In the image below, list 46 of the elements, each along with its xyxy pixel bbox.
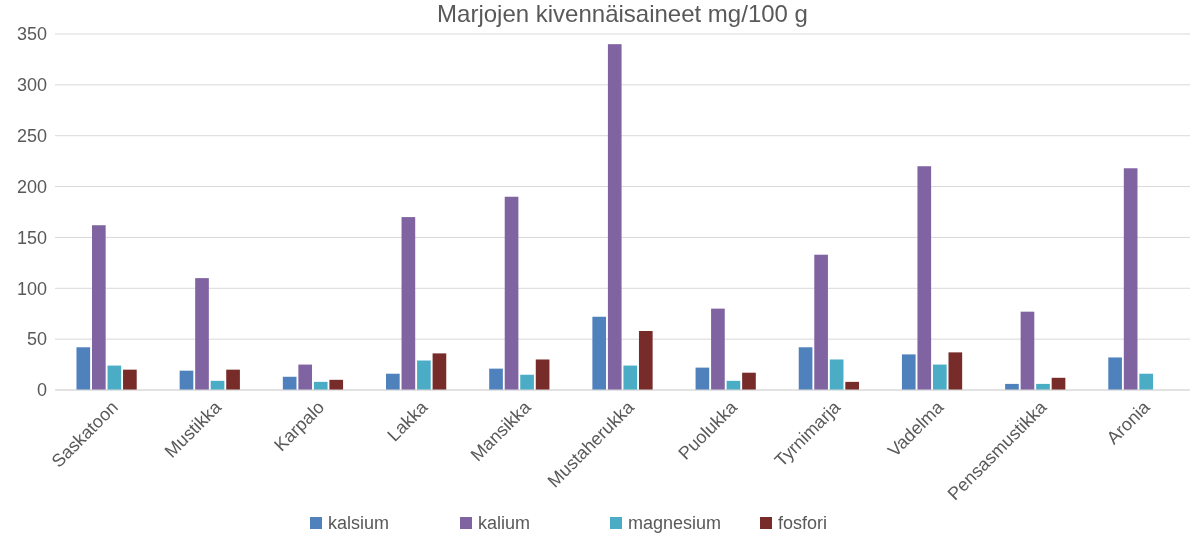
y-tick-label: 0 — [36, 380, 47, 401]
bar — [932, 364, 947, 390]
legend-label: magnesium — [628, 513, 722, 534]
legend-label: kalium — [478, 513, 531, 534]
y-tick-label: 100 — [16, 278, 47, 299]
bar — [520, 374, 534, 390]
bar — [401, 217, 416, 390]
bar — [417, 360, 431, 390]
y-tick-label: 300 — [16, 75, 47, 96]
legend-label: fosfori — [778, 513, 828, 534]
bar — [638, 331, 653, 390]
bar — [76, 347, 91, 390]
bar — [386, 373, 400, 390]
bar — [107, 365, 122, 390]
bar — [798, 347, 813, 390]
bar — [1123, 168, 1138, 390]
bar — [195, 278, 209, 390]
bar — [1139, 373, 1153, 390]
bar — [123, 369, 137, 390]
bar — [901, 354, 916, 390]
bar — [535, 359, 550, 390]
bar — [607, 44, 622, 390]
y-tick-label: 200 — [16, 176, 47, 197]
bar — [1020, 311, 1035, 390]
bar — [329, 379, 344, 390]
bar — [711, 308, 725, 390]
y-tick-label: 250 — [16, 126, 47, 147]
bar — [504, 196, 519, 390]
y-tick-label: 50 — [26, 329, 47, 350]
bar — [432, 353, 447, 390]
bar — [948, 352, 963, 390]
bar — [226, 369, 240, 390]
bar — [489, 368, 503, 390]
bar — [829, 359, 844, 390]
chart-title: Marjojen kivennäisaineet mg/100 g — [437, 0, 808, 27]
y-tick-label: 350 — [16, 24, 47, 45]
bar — [623, 365, 638, 390]
bar — [742, 372, 756, 390]
y-tick-label: 150 — [16, 227, 47, 248]
bar — [917, 166, 932, 390]
bar — [1108, 357, 1122, 390]
bar — [814, 254, 828, 390]
bar — [592, 316, 607, 390]
legend-label: kalsium — [328, 513, 390, 534]
bar — [298, 364, 313, 390]
bar — [92, 225, 106, 390]
